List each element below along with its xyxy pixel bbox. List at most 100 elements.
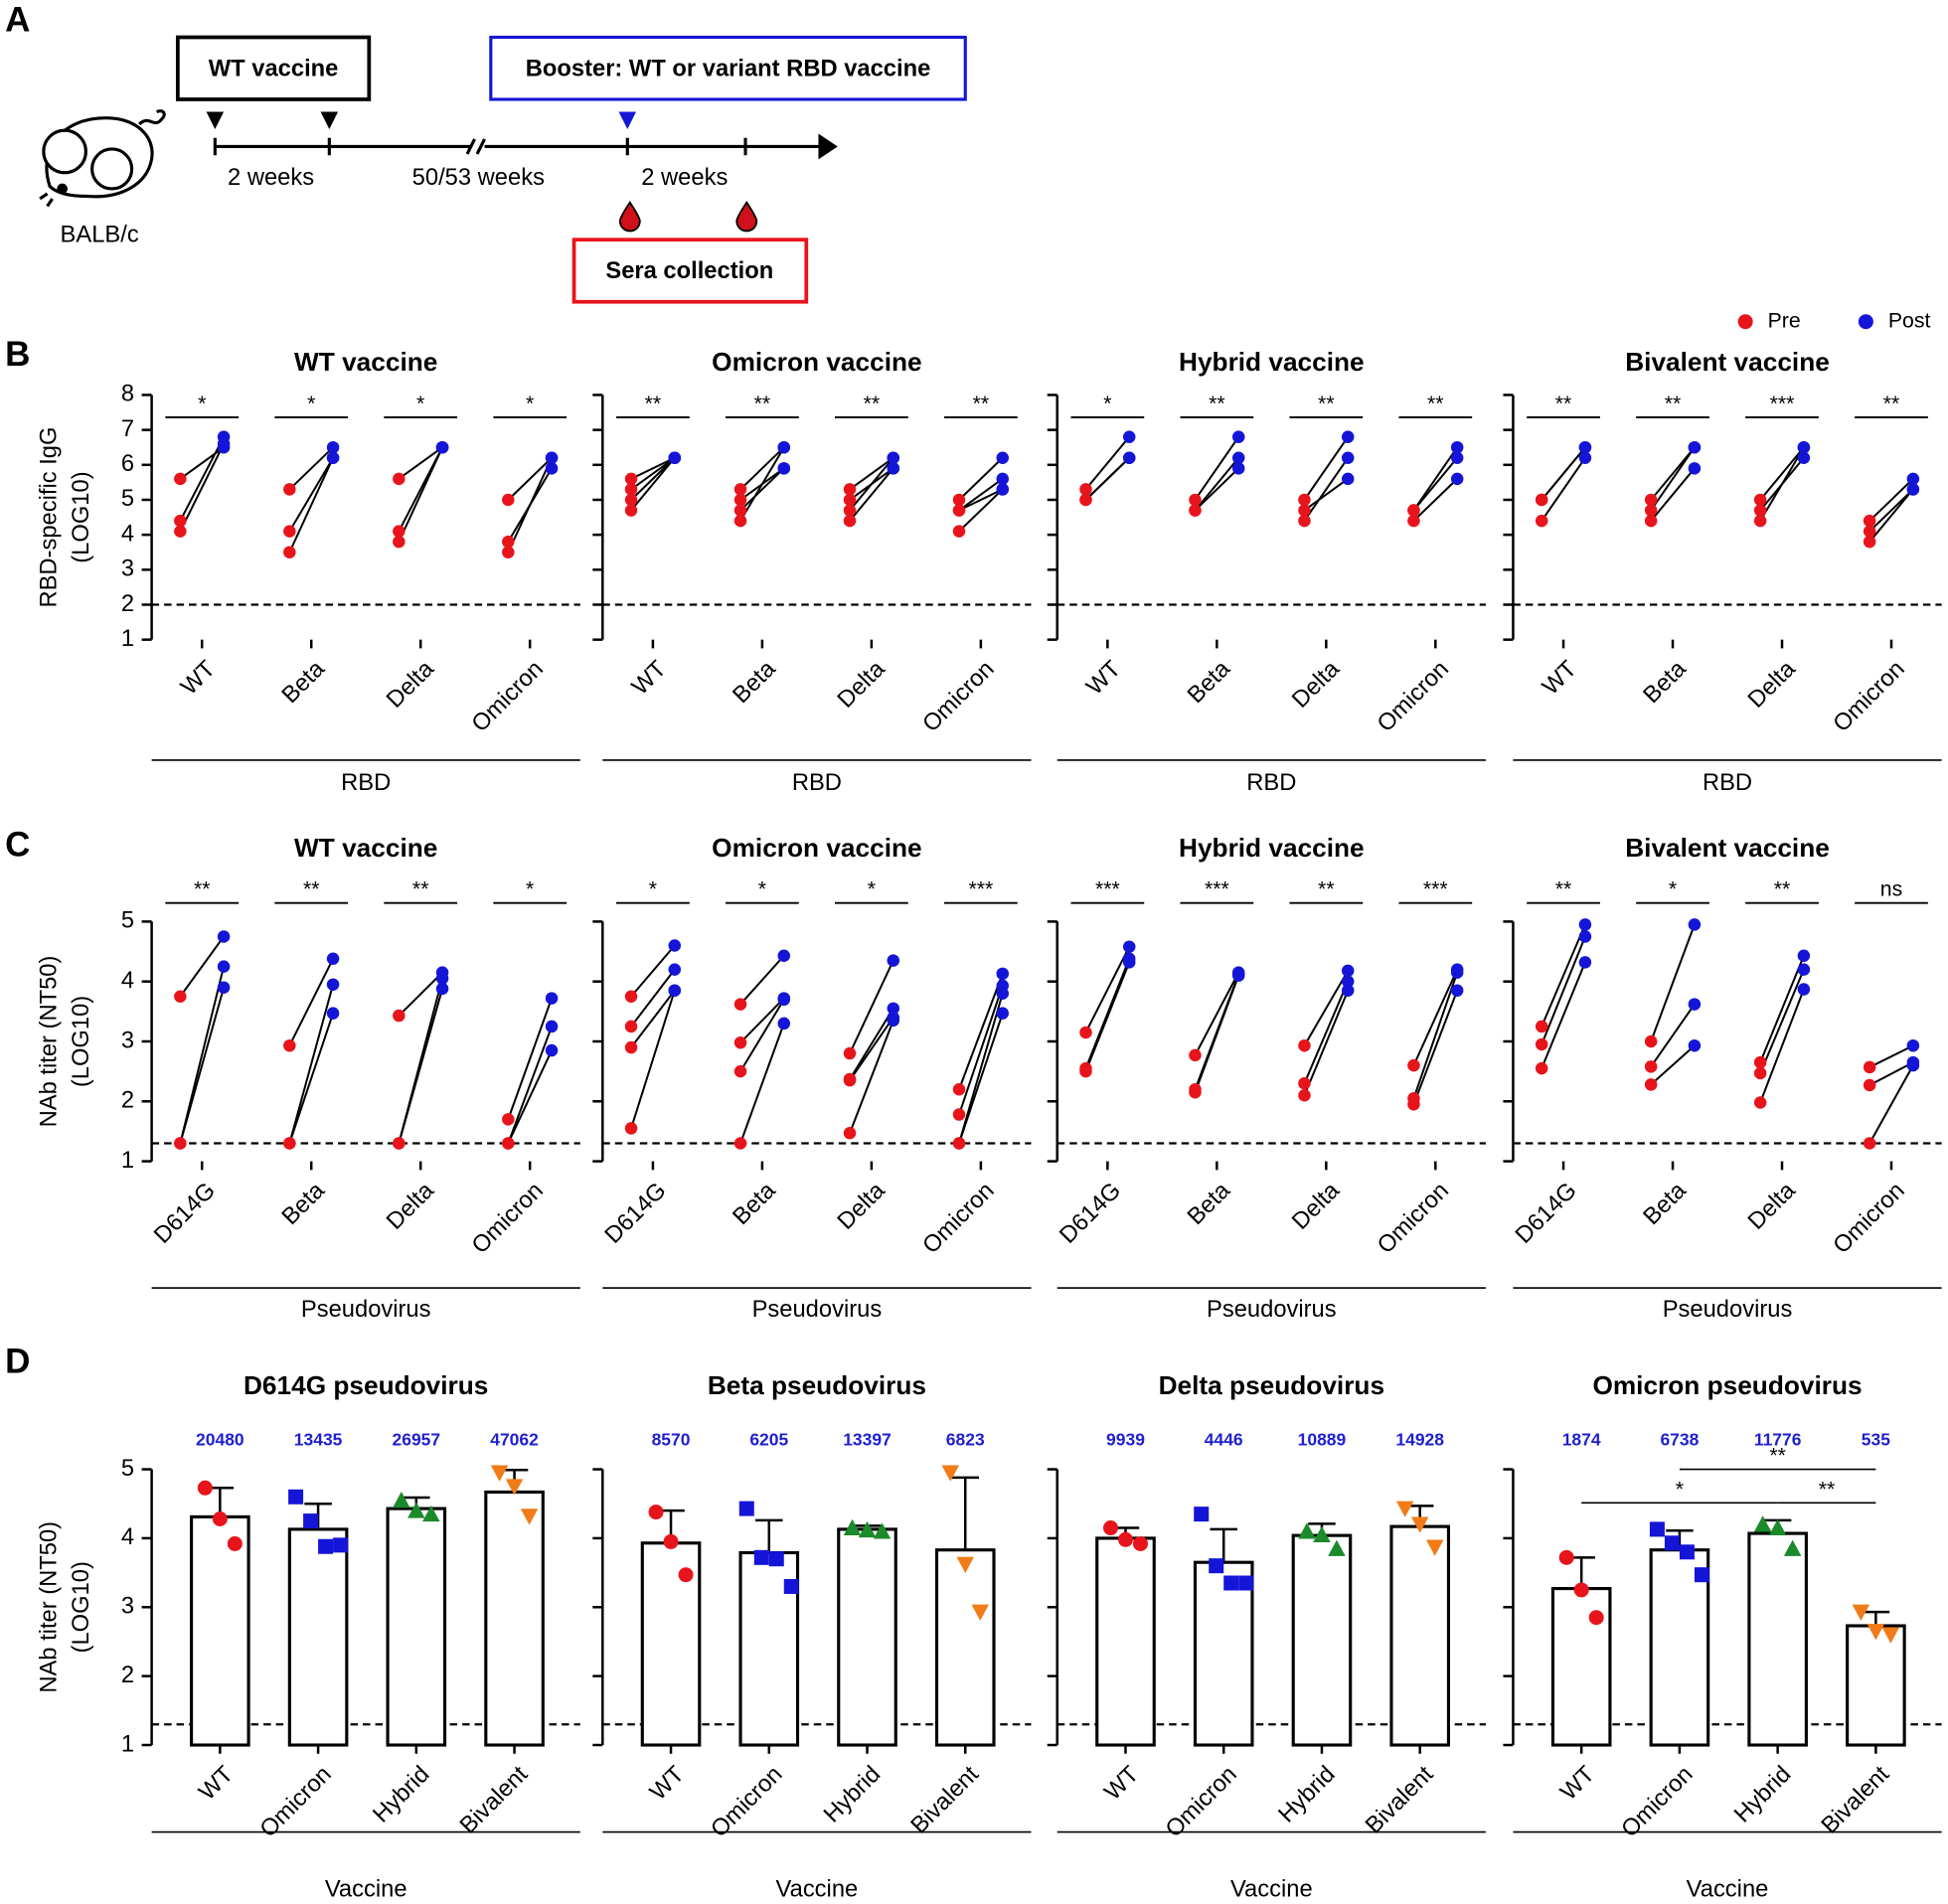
- pair-line: [1412, 446, 1459, 512]
- point: [1753, 504, 1767, 517]
- point: [1578, 918, 1592, 931]
- point: [1122, 940, 1136, 953]
- point: [1688, 998, 1702, 1011]
- bar: [1846, 1624, 1906, 1747]
- point: [217, 437, 231, 450]
- point: [393, 525, 406, 538]
- point: [545, 992, 559, 1005]
- significance-label: **: [1883, 392, 1900, 415]
- point: [733, 493, 747, 507]
- titer-label: 6205: [749, 1429, 788, 1449]
- chart-title: Delta pseudovirus: [1159, 1370, 1384, 1400]
- interval-label: 2 weeks: [641, 165, 728, 191]
- significance-label: **: [1318, 877, 1335, 901]
- point: [435, 440, 449, 454]
- bar: [1291, 1533, 1353, 1747]
- point: [435, 972, 449, 985]
- pair-line: [849, 1017, 894, 1081]
- point: [768, 1551, 784, 1567]
- x-axis-label: Vaccine: [776, 1877, 859, 1903]
- point: [858, 1520, 877, 1538]
- x-tick-label: WT: [1555, 1762, 1599, 1806]
- pair-line: [398, 446, 443, 480]
- x-tick-label: Beta: [277, 656, 330, 709]
- strain-label: BALB/c: [61, 223, 139, 248]
- point: [843, 483, 857, 496]
- x-tick-label: Beta: [1639, 1178, 1692, 1230]
- significance-label: **: [754, 392, 771, 415]
- point: [174, 525, 187, 538]
- point: [873, 1522, 892, 1539]
- point: [887, 451, 900, 465]
- pair-line: [849, 1020, 894, 1134]
- chart-title: WT vaccine: [294, 347, 437, 377]
- point: [996, 1007, 1009, 1020]
- point: [1863, 1078, 1876, 1092]
- point: [1122, 430, 1136, 443]
- titer-label: 47062: [490, 1429, 539, 1449]
- point: [1535, 1037, 1548, 1051]
- pair-line: [1412, 972, 1459, 1099]
- y-tick-label: 2: [121, 1663, 134, 1688]
- pair-line: [507, 1026, 553, 1144]
- pair-line: [739, 446, 785, 522]
- y-tick-label: 4: [121, 968, 134, 994]
- pair-line: [1541, 936, 1586, 1045]
- pair-line: [507, 457, 553, 501]
- point: [1410, 1516, 1429, 1533]
- pair-line: [1759, 955, 1805, 1063]
- pair-line: [849, 457, 894, 512]
- bar: [1649, 1548, 1710, 1747]
- point: [952, 1082, 966, 1096]
- point: [1341, 975, 1355, 988]
- pair-line: [1759, 446, 1805, 522]
- mouse-icon: [39, 109, 166, 208]
- pair-line: [849, 456, 894, 491]
- point: [1797, 963, 1811, 976]
- point: [1863, 1137, 1876, 1150]
- chart-title: WT vaccine: [294, 833, 437, 863]
- point: [843, 1073, 857, 1087]
- significance-label: **: [1427, 392, 1444, 415]
- point: [1194, 1507, 1210, 1522]
- pair-line: [1759, 446, 1805, 501]
- point: [1797, 983, 1811, 996]
- pair-line: [1084, 958, 1131, 1069]
- point: [663, 1533, 679, 1549]
- point: [1644, 1078, 1658, 1091]
- point: [435, 982, 449, 996]
- point: [502, 535, 515, 549]
- bar: [484, 1490, 545, 1747]
- pair-line: [1759, 989, 1805, 1103]
- x-tick-label: Omicron: [918, 1178, 1000, 1259]
- titer-label: 10889: [1298, 1429, 1347, 1449]
- point: [956, 1556, 974, 1574]
- point: [1450, 472, 1464, 486]
- point: [1209, 1558, 1224, 1574]
- point: [393, 1137, 406, 1150]
- legend-marker: [1858, 314, 1873, 330]
- pair-line: [1868, 488, 1914, 533]
- pair-line: [1194, 975, 1240, 1093]
- pair-line: [630, 969, 676, 1028]
- interval-label: 2 weeks: [228, 165, 314, 191]
- pair-line: [398, 971, 443, 1017]
- pair-line: [1303, 457, 1350, 522]
- point: [1881, 1627, 1900, 1644]
- point: [1863, 1060, 1876, 1074]
- x-axis-label: RBD: [1246, 770, 1296, 796]
- point: [545, 1020, 559, 1033]
- point: [624, 493, 638, 507]
- x-tick-label: WT: [1082, 656, 1126, 700]
- point: [1341, 430, 1355, 443]
- x-tick-label: Bivalent: [455, 1761, 533, 1838]
- y-axis-label: NAb titer (NT50): [36, 1521, 62, 1693]
- bar: [934, 1548, 996, 1747]
- bar: [1389, 1524, 1450, 1747]
- point: [733, 514, 747, 528]
- pair-line: [1541, 457, 1586, 522]
- bar: [190, 1514, 250, 1747]
- panel-label: A: [5, 1, 30, 40]
- significance-label: **: [973, 392, 990, 415]
